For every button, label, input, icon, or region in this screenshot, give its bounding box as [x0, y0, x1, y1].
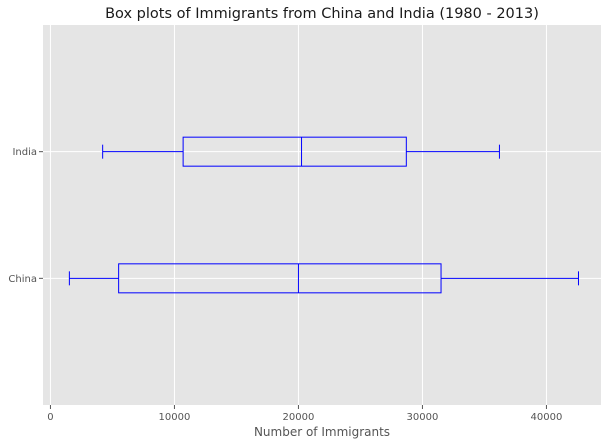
chart-title: Box plots of Immigrants from China and I… — [105, 6, 539, 22]
x-tick-label: 20000 — [283, 412, 315, 423]
box-india — [102, 136, 500, 167]
y-tick-label-china: China — [8, 274, 37, 285]
x-axis-ticks: 0 10000 20000 30000 40000 — [47, 405, 562, 423]
iqr-box-india — [182, 136, 407, 167]
x-tick-label: 30000 — [407, 412, 439, 423]
iqr-box-china — [118, 263, 442, 294]
x-tick-label: 40000 — [531, 412, 563, 423]
x-tick-label: 10000 — [159, 412, 191, 423]
y-axis-ticks: China India — [8, 147, 43, 285]
plot-background — [43, 25, 601, 405]
box-china — [68, 263, 579, 294]
y-tick-label-india: India — [12, 147, 37, 158]
x-axis-label: Number of Immigrants — [254, 425, 390, 439]
x-tick-label: 0 — [47, 412, 53, 423]
box-plots — [68, 136, 579, 294]
